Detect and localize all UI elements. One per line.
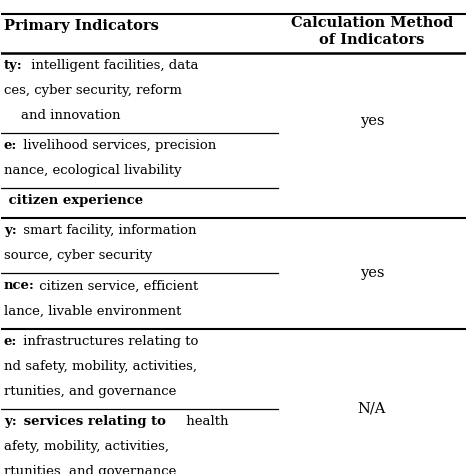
Text: Calculation Method
of Indicators: Calculation Method of Indicators xyxy=(291,17,453,46)
Text: yes: yes xyxy=(360,114,384,128)
Text: smart facility, information: smart facility, information xyxy=(19,224,197,237)
Text: intelligent facilities, data: intelligent facilities, data xyxy=(27,59,199,72)
Text: ces, cyber security, reform: ces, cyber security, reform xyxy=(4,84,182,97)
Text: source, cyber security: source, cyber security xyxy=(4,249,152,262)
Text: infrastructures relating to: infrastructures relating to xyxy=(19,335,199,347)
Text: rtunities, and governance: rtunities, and governance xyxy=(4,384,176,398)
Text: afety, mobility, activities,: afety, mobility, activities, xyxy=(4,439,169,453)
Text: rtunities, and governance: rtunities, and governance xyxy=(4,465,176,474)
Text: y:: y: xyxy=(4,415,17,428)
Text: e:: e: xyxy=(4,139,17,152)
Text: citizen service, efficient: citizen service, efficient xyxy=(35,280,198,292)
Text: health: health xyxy=(182,415,228,428)
Text: and innovation: and innovation xyxy=(4,109,120,122)
Text: services relating to: services relating to xyxy=(19,415,166,428)
Text: livelihood services, precision: livelihood services, precision xyxy=(19,139,217,152)
Text: nce:: nce: xyxy=(4,280,35,292)
Text: e:: e: xyxy=(4,335,17,347)
Text: Primary Indicators: Primary Indicators xyxy=(4,18,159,33)
Text: yes: yes xyxy=(360,266,384,281)
Text: citizen experience: citizen experience xyxy=(4,194,143,207)
Text: ty:: ty: xyxy=(4,59,22,72)
Text: nance, ecological livability: nance, ecological livability xyxy=(4,164,182,177)
Text: lance, livable environment: lance, livable environment xyxy=(4,304,181,318)
Text: N/A: N/A xyxy=(357,401,386,416)
Text: y:: y: xyxy=(4,224,17,237)
Text: nd safety, mobility, activities,: nd safety, mobility, activities, xyxy=(4,360,197,373)
